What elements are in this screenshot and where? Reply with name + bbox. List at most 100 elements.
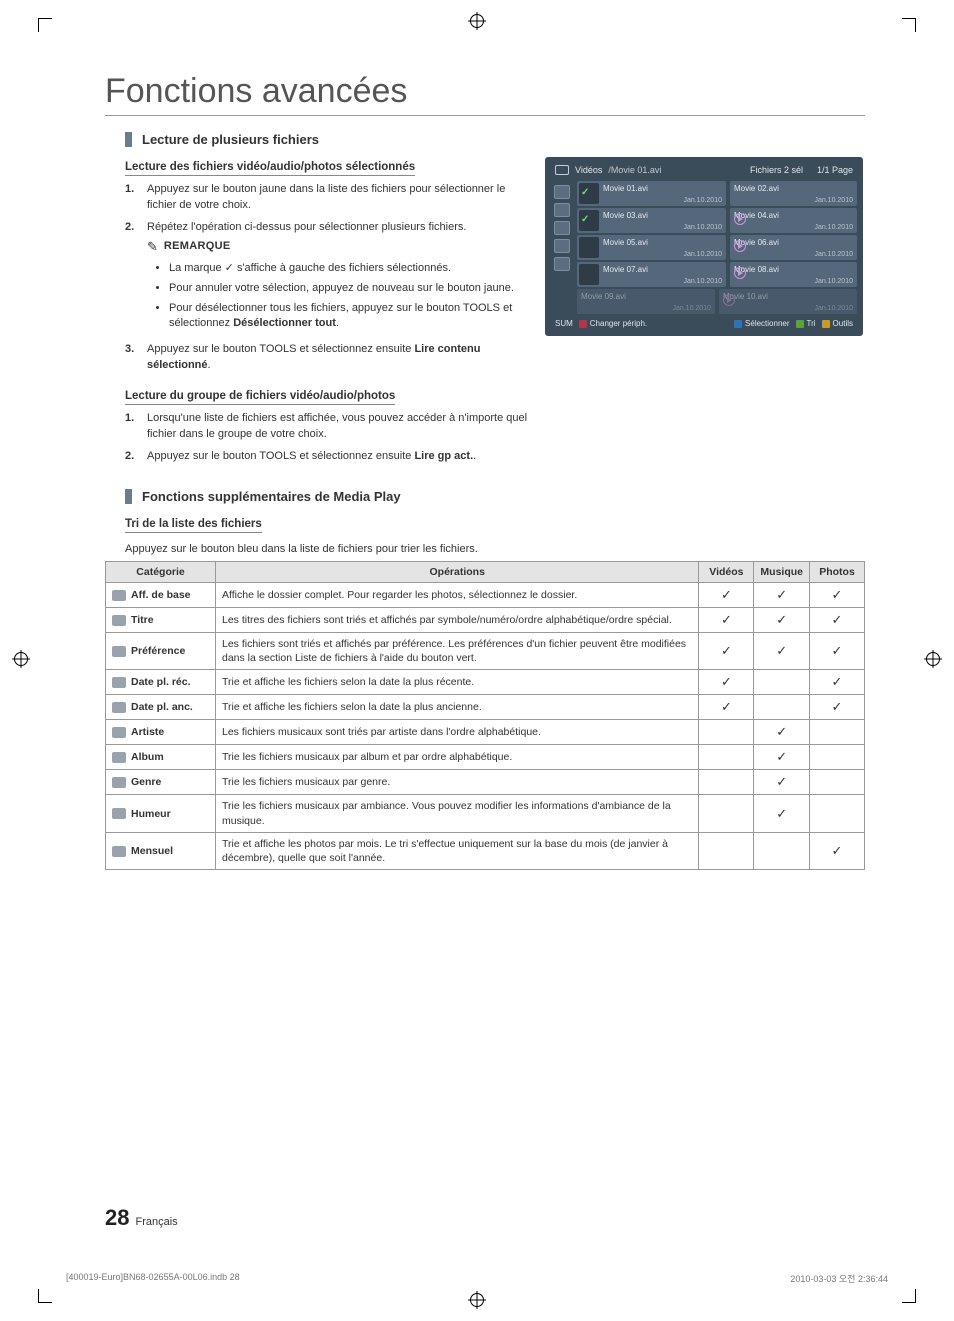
th-music: Musique — [754, 562, 810, 583]
category-icon — [112, 646, 126, 657]
notes-list: La marque ✓ s'affiche à gauche des fichi… — [147, 261, 529, 333]
footer-label: Outils — [833, 319, 853, 328]
step-bold: Lire gp act. — [414, 450, 473, 462]
cell-category: Préférence — [106, 633, 216, 670]
section-title: Lecture de plusieurs fichiers — [142, 132, 319, 147]
doc-footer-left: [400019-Euro]BN68-02655A-00L06.indb 28 — [66, 1272, 240, 1285]
step-number: 2. — [125, 220, 139, 337]
footer-sum: SUM — [555, 319, 573, 328]
file-date: Jan.10.2010 — [814, 224, 853, 231]
category-label: Mensuel — [131, 845, 173, 857]
subheading: Lecture des fichiers vidéo/audio/photos … — [125, 161, 415, 176]
th-category: Catégorie — [106, 562, 216, 583]
yellow-icon — [822, 320, 830, 328]
cell-category: Genre — [106, 770, 216, 795]
file-name: Movie 06.avi — [734, 238, 853, 247]
note-item: Pour désélectionner tous les fichiers, a… — [169, 301, 529, 333]
category-label: Genre — [131, 776, 161, 788]
category-icon — [112, 677, 126, 688]
sort-table: Catégorie Opérations Vidéos Musique Phot… — [105, 561, 865, 870]
category-label: Titre — [131, 614, 154, 626]
sidebar-icon — [554, 239, 570, 253]
category-icon — [112, 752, 126, 763]
note-bold: Désélectionner tout — [233, 317, 336, 329]
note-text: Pour désélectionner tous les fichiers, a… — [169, 302, 463, 314]
registration-mark — [468, 12, 486, 30]
cell-photos: ✓ — [810, 832, 865, 869]
cell-category: Humeur — [106, 795, 216, 832]
file-name: Movie 09.avi — [581, 292, 711, 301]
file-date: Jan.10.2010 — [814, 278, 853, 285]
screenshot-page: 1/1 Page — [817, 165, 853, 175]
table-intro: Appuyez sur le bouton bleu dans la liste… — [125, 543, 865, 555]
section-heading: Fonctions supplémentaires de Media Play — [125, 489, 865, 504]
screenshot-sidebar — [551, 181, 573, 314]
page-language: Français — [135, 1216, 177, 1228]
category-icon — [112, 808, 126, 819]
crop-mark — [902, 1289, 916, 1303]
step-frag: . — [473, 450, 476, 462]
file-cell: Movie 02.aviJan.10.2010 — [730, 181, 857, 206]
file-cell: ✓Movie 03.aviJan.10.2010 — [577, 208, 726, 233]
file-date: Jan.10.2010 — [683, 251, 722, 258]
page-footer: 28 Français — [105, 1205, 178, 1231]
cell-category: Titre — [106, 608, 216, 633]
file-date: Jan.10.2010 — [814, 197, 853, 204]
file-date: Jan.10.2010 — [672, 305, 711, 312]
cell-operation: Affiche le dossier complet. Pour regarde… — [216, 583, 699, 608]
cell-photos — [810, 720, 865, 745]
note-item: La marque ✓ s'affiche à gauche des fichi… — [169, 261, 529, 277]
footer-label: Changer périph. — [590, 319, 647, 328]
cell-operation: Trie et affiche les fichiers selon la da… — [216, 695, 699, 720]
footer-tri: Tri — [796, 319, 816, 328]
registration-mark — [924, 650, 942, 668]
screenshot-footer: SUM Changer périph. Sélectionner Tri Out… — [551, 314, 857, 330]
cell-music: ✓ — [754, 583, 810, 608]
file-name: Movie 01.avi — [603, 184, 722, 193]
blue-icon — [734, 320, 742, 328]
category-label: Préférence — [131, 645, 185, 657]
cell-operation: Trie les fichiers musicaux par ambiance.… — [216, 795, 699, 832]
cell-videos — [699, 832, 754, 869]
category-label: Aff. de base — [131, 589, 191, 601]
step-frag: et sélectionnez ensuite — [296, 343, 414, 355]
category-icon — [112, 590, 126, 601]
steps-list: 1. Lorsqu'une liste de fichiers est affi… — [125, 411, 529, 465]
step-frag: TOOLS — [259, 450, 296, 462]
cell-videos: ✓ — [699, 633, 754, 670]
footer-change: Changer périph. — [579, 319, 647, 328]
table-row: GenreTrie les fichiers musicaux par genr… — [106, 770, 865, 795]
file-name: Movie 10.avi — [723, 292, 853, 301]
section-title: Fonctions supplémentaires de Media Play — [142, 489, 401, 504]
camera-icon — [555, 165, 569, 175]
step-frag: et sélectionnez ensuite — [296, 450, 414, 462]
step-number: 3. — [125, 342, 139, 374]
note-text: La marque — [169, 262, 225, 274]
page-title: Fonctions avancées — [105, 72, 865, 116]
footer-label: Tri — [807, 319, 816, 328]
cell-music: ✓ — [754, 633, 810, 670]
category-icon — [112, 846, 126, 857]
table-row: ArtisteLes fichiers musicaux sont triés … — [106, 720, 865, 745]
screenshot-header: Vidéos /Movie 01.avi Fichiers 2 sél 1/1 … — [551, 163, 857, 181]
note-text: TOOLS — [463, 302, 500, 314]
cell-category: Mensuel — [106, 832, 216, 869]
step-number: 2. — [125, 449, 139, 465]
file-date: Jan.10.2010 — [814, 305, 853, 312]
file-name: Movie 08.avi — [734, 265, 853, 274]
cell-photos — [810, 795, 865, 832]
screenshot-selcount: Fichiers 2 sél — [750, 165, 803, 175]
table-row: Date pl. réc.Trie et affiche les fichier… — [106, 670, 865, 695]
registration-mark — [12, 650, 30, 668]
checkmark-icon: ✓ — [581, 187, 589, 198]
step-number: 1. — [125, 182, 139, 214]
step-frag: Appuyez sur le bouton — [147, 343, 259, 355]
cell-photos: ✓ — [810, 583, 865, 608]
cell-music: ✓ — [754, 795, 810, 832]
section-marker-icon — [125, 489, 132, 504]
file-cell: Movie 08.avi Jan.10.2010 — [730, 262, 857, 287]
category-icon — [112, 702, 126, 713]
step-frag: . — [208, 359, 211, 371]
sidebar-icon — [554, 203, 570, 217]
file-cell: Movie 06.aviJan.10.2010 — [730, 235, 857, 260]
